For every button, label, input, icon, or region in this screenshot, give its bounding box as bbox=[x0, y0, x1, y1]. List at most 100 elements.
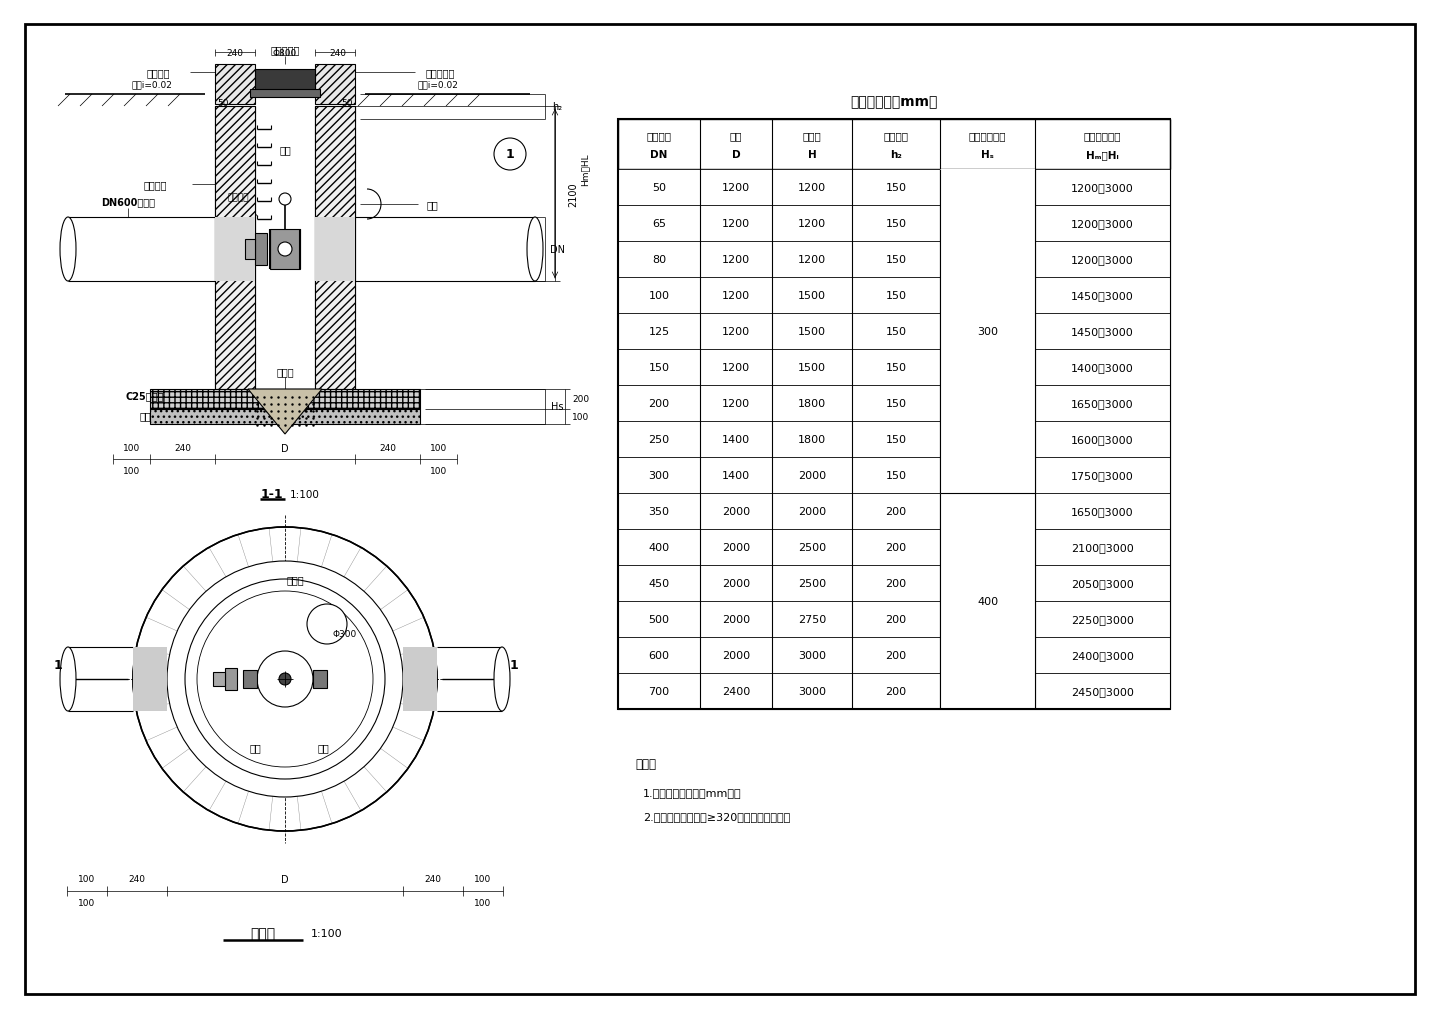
Text: 2500: 2500 bbox=[798, 542, 827, 552]
Text: 1500: 1500 bbox=[798, 290, 827, 301]
Text: 240: 240 bbox=[128, 874, 145, 883]
Text: 1200: 1200 bbox=[721, 363, 750, 373]
Text: 1450～3000: 1450～3000 bbox=[1071, 327, 1133, 336]
Text: 3000: 3000 bbox=[798, 687, 827, 696]
Bar bbox=[251, 90, 320, 98]
Text: 1200～3000: 1200～3000 bbox=[1071, 255, 1133, 265]
Bar bbox=[215, 65, 255, 105]
Text: 50: 50 bbox=[341, 99, 353, 107]
Bar bbox=[618, 120, 1169, 709]
Circle shape bbox=[256, 651, 312, 707]
Text: 井盖及支座: 井盖及支座 bbox=[271, 45, 300, 55]
Text: C25硶底板: C25硶底板 bbox=[125, 390, 164, 400]
Text: 150: 150 bbox=[886, 219, 907, 229]
Text: Hm～HL: Hm～HL bbox=[580, 154, 589, 186]
Text: 1:100: 1:100 bbox=[311, 928, 343, 938]
Text: 100: 100 bbox=[78, 899, 95, 908]
Text: 200: 200 bbox=[886, 542, 907, 552]
Circle shape bbox=[307, 604, 347, 644]
Text: 1200: 1200 bbox=[798, 255, 827, 265]
Text: 1400: 1400 bbox=[721, 434, 750, 444]
Text: 100: 100 bbox=[78, 874, 95, 883]
Text: 100: 100 bbox=[572, 413, 589, 422]
Text: 150: 150 bbox=[648, 363, 670, 373]
Bar bbox=[225, 668, 238, 690]
Bar bbox=[618, 566, 1169, 601]
Text: 150: 150 bbox=[886, 255, 907, 265]
Text: DN: DN bbox=[651, 150, 668, 160]
Text: Hₛ: Hₛ bbox=[981, 150, 994, 160]
Text: 600: 600 bbox=[648, 650, 670, 660]
Text: 1200: 1200 bbox=[721, 398, 750, 409]
Text: 2100: 2100 bbox=[567, 182, 577, 207]
Text: 1200: 1200 bbox=[798, 182, 827, 193]
Text: 1450～3000: 1450～3000 bbox=[1071, 290, 1133, 301]
Text: 2050～3000: 2050～3000 bbox=[1071, 579, 1133, 588]
Text: 管底距井底深: 管底距井底深 bbox=[969, 130, 1007, 141]
Text: 2400～3000: 2400～3000 bbox=[1071, 650, 1133, 660]
Text: 1200: 1200 bbox=[721, 182, 750, 193]
Text: 闸阀直径: 闸阀直径 bbox=[647, 130, 671, 141]
Text: 200: 200 bbox=[648, 398, 670, 409]
Text: 80: 80 bbox=[652, 255, 667, 265]
Bar bbox=[618, 278, 1169, 314]
Circle shape bbox=[278, 243, 292, 257]
Bar bbox=[213, 673, 225, 687]
Bar bbox=[243, 671, 256, 688]
Circle shape bbox=[132, 528, 436, 832]
Bar bbox=[618, 242, 1169, 278]
Text: 井室深: 井室深 bbox=[802, 130, 821, 141]
Text: DN600进水管: DN600进水管 bbox=[101, 197, 156, 207]
Text: 50: 50 bbox=[217, 99, 229, 107]
Bar bbox=[618, 637, 1169, 674]
Bar bbox=[255, 70, 315, 92]
Ellipse shape bbox=[494, 647, 510, 711]
Text: 1200～3000: 1200～3000 bbox=[1071, 182, 1133, 193]
Text: 100: 100 bbox=[122, 444, 140, 453]
Text: 150: 150 bbox=[886, 363, 907, 373]
Text: 450: 450 bbox=[648, 579, 670, 588]
Text: 100: 100 bbox=[431, 444, 448, 453]
Text: 1750～3000: 1750～3000 bbox=[1071, 471, 1133, 481]
Text: 踏步: 踏步 bbox=[317, 742, 328, 752]
Text: 150: 150 bbox=[886, 471, 907, 481]
Text: 200: 200 bbox=[886, 579, 907, 588]
Text: 200: 200 bbox=[886, 506, 907, 517]
Text: 地面i=0.02: 地面i=0.02 bbox=[131, 81, 173, 90]
Text: 平面图: 平面图 bbox=[251, 926, 275, 941]
Bar bbox=[618, 206, 1169, 242]
Text: h₂: h₂ bbox=[552, 102, 562, 112]
Text: 500: 500 bbox=[648, 614, 670, 625]
Text: 1: 1 bbox=[505, 149, 514, 161]
Text: 说明：: 说明： bbox=[635, 758, 657, 770]
Text: 垫层: 垫层 bbox=[140, 411, 151, 421]
Bar bbox=[940, 170, 1035, 493]
Text: 1200: 1200 bbox=[721, 255, 750, 265]
Ellipse shape bbox=[60, 647, 76, 711]
Text: 1: 1 bbox=[510, 659, 518, 672]
Text: 125: 125 bbox=[648, 327, 670, 336]
Text: 伸缩接头: 伸缩接头 bbox=[228, 194, 249, 203]
Text: 350: 350 bbox=[648, 506, 670, 517]
Text: 1650～3000: 1650～3000 bbox=[1071, 398, 1133, 409]
Text: 2750: 2750 bbox=[798, 614, 827, 625]
Text: 2.当穿井壁留洞直径≥320时，采用砖牀拱。: 2.当穿井壁留洞直径≥320时，采用砖牀拱。 bbox=[644, 811, 791, 821]
Text: 地面i=0.02: 地面i=0.02 bbox=[418, 81, 458, 90]
Circle shape bbox=[494, 139, 526, 171]
Text: 400: 400 bbox=[648, 542, 670, 552]
Bar bbox=[618, 422, 1169, 458]
Text: H: H bbox=[808, 150, 816, 160]
Text: D: D bbox=[732, 150, 740, 160]
Text: 各部尺寸表（mm）: 各部尺寸表（mm） bbox=[850, 95, 937, 109]
Text: 240: 240 bbox=[226, 49, 243, 57]
Text: 3000: 3000 bbox=[798, 650, 827, 660]
Bar bbox=[255, 233, 266, 266]
Text: 400: 400 bbox=[976, 596, 998, 606]
Text: 100: 100 bbox=[431, 467, 448, 476]
Text: 集水坑: 集水坑 bbox=[287, 575, 304, 585]
Text: 200: 200 bbox=[573, 395, 589, 405]
Bar bbox=[215, 218, 255, 281]
Text: 2000: 2000 bbox=[721, 542, 750, 552]
Text: 2000: 2000 bbox=[721, 650, 750, 660]
Bar bbox=[315, 107, 356, 389]
